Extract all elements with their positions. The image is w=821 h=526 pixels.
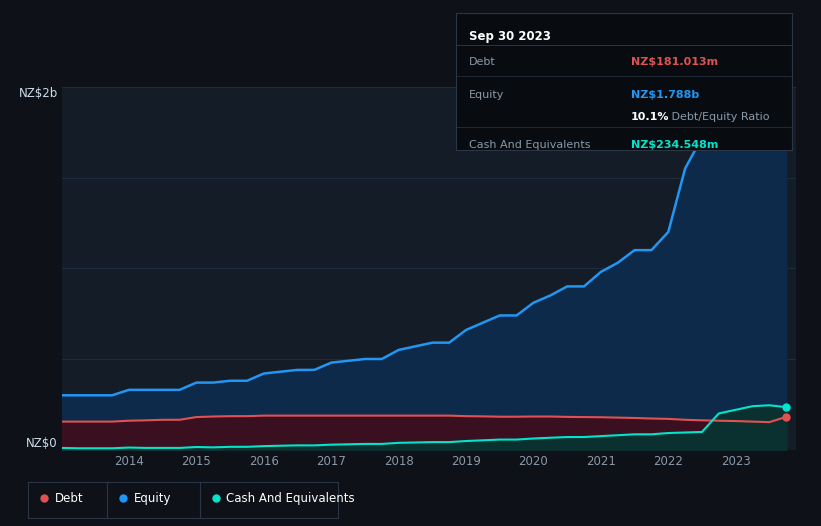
Text: Debt/Equity Ratio: Debt/Equity Ratio [667, 112, 769, 122]
Text: NZ$0: NZ$0 [26, 437, 58, 450]
Text: NZ$2b: NZ$2b [19, 87, 58, 100]
Text: Sep 30 2023: Sep 30 2023 [469, 29, 551, 43]
Text: NZ$234.548m: NZ$234.548m [631, 140, 718, 150]
Text: Debt: Debt [469, 57, 496, 67]
Text: NZ$181.013m: NZ$181.013m [631, 57, 718, 67]
Text: Debt: Debt [54, 492, 83, 505]
Text: Equity: Equity [469, 90, 504, 100]
Text: Equity: Equity [134, 492, 171, 505]
Text: 10.1%: 10.1% [631, 112, 669, 122]
Text: Cash And Equivalents: Cash And Equivalents [469, 140, 590, 150]
Text: Cash And Equivalents: Cash And Equivalents [226, 492, 355, 505]
Text: NZ$1.788b: NZ$1.788b [631, 90, 699, 100]
